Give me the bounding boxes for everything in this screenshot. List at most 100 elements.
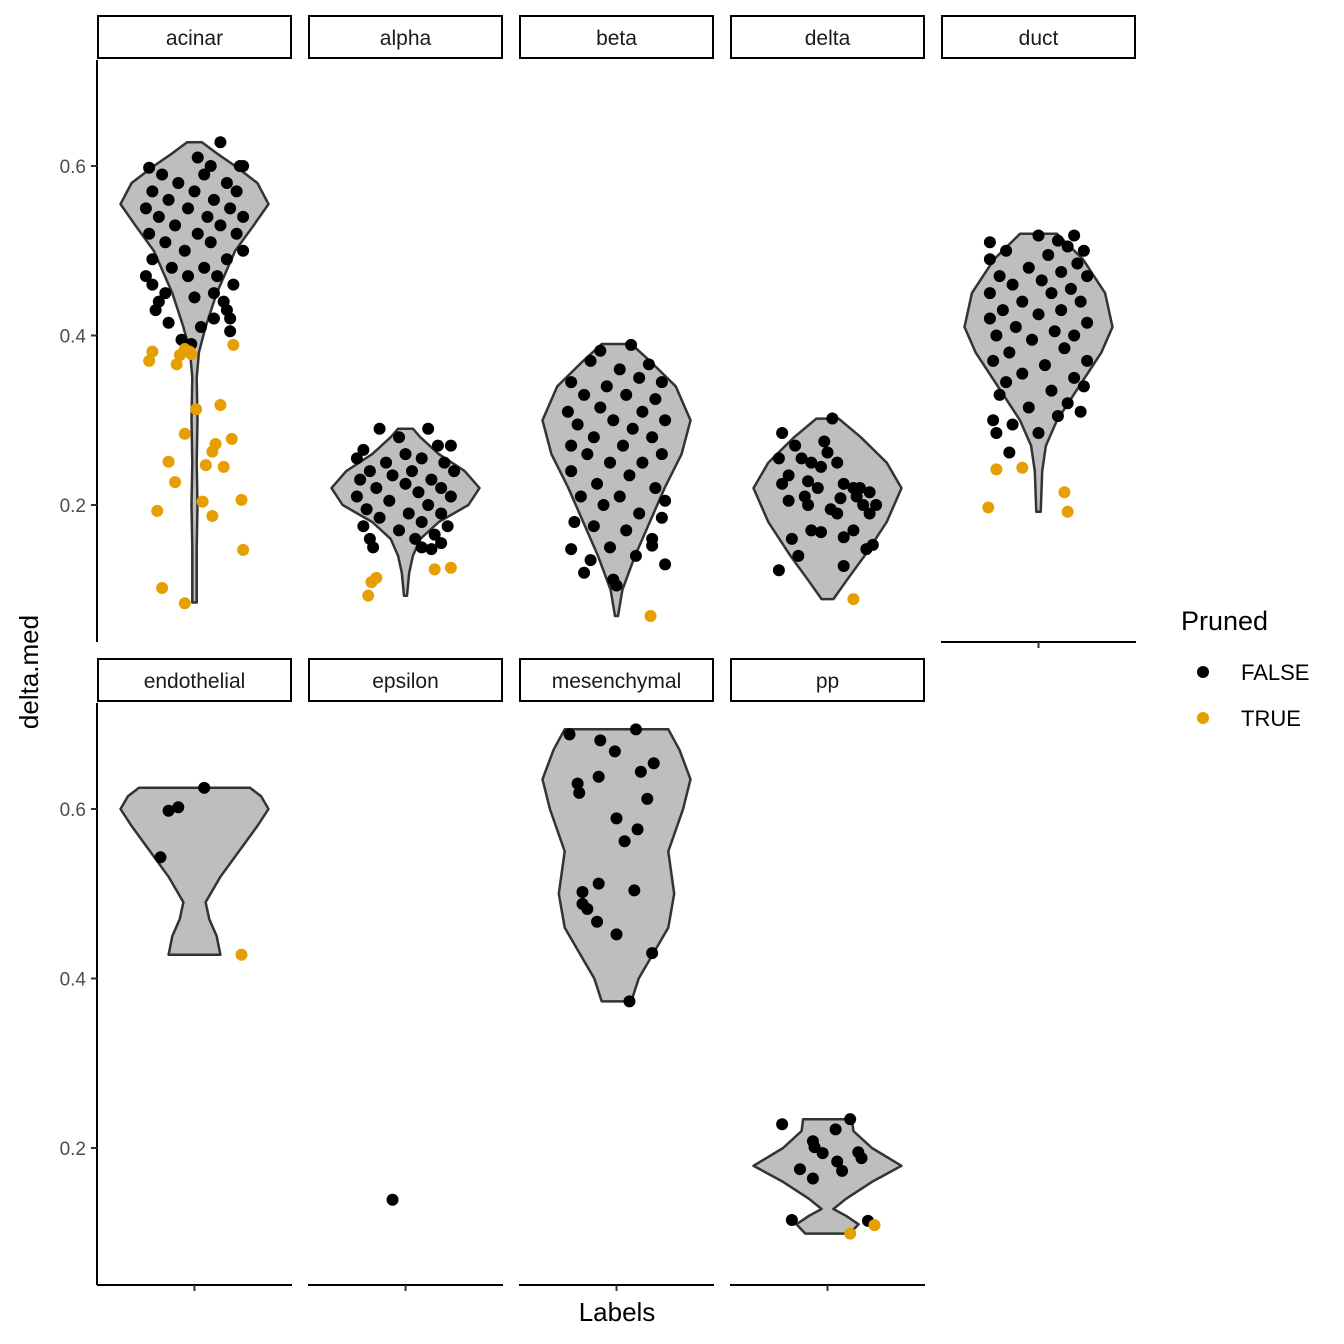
- facet-epsilon: epsilon: [308, 658, 503, 1291]
- point-false: [178, 244, 191, 257]
- point-false: [431, 439, 444, 452]
- point-false: [837, 477, 850, 490]
- point-true: [151, 504, 164, 517]
- point-false: [393, 431, 406, 444]
- point-false: [1064, 282, 1077, 295]
- point-true: [227, 338, 240, 351]
- point-false: [581, 903, 594, 916]
- point-false: [625, 338, 638, 351]
- point-false: [1022, 401, 1035, 414]
- point-false: [831, 507, 844, 520]
- point-false: [1077, 380, 1090, 393]
- point-false: [435, 482, 448, 495]
- point-false: [565, 543, 578, 556]
- point-false: [441, 520, 454, 533]
- point-false: [350, 490, 363, 503]
- point-true: [1058, 486, 1071, 499]
- facet-beta: beta: [519, 15, 714, 623]
- point-false: [360, 503, 373, 516]
- point-false: [578, 388, 591, 401]
- point-false: [782, 494, 795, 507]
- point-false: [444, 490, 457, 503]
- point-false: [1061, 240, 1074, 253]
- point-false: [604, 456, 617, 469]
- point-false: [146, 253, 159, 266]
- point-false: [211, 270, 224, 283]
- point-false: [591, 915, 604, 928]
- point-false: [844, 1113, 857, 1126]
- point-false: [237, 210, 250, 223]
- point-false: [568, 515, 581, 528]
- point-false: [805, 524, 818, 537]
- point-false: [230, 185, 243, 198]
- point-false: [169, 219, 182, 232]
- point-false: [655, 511, 668, 524]
- point-false: [863, 507, 876, 520]
- point-false: [831, 1155, 844, 1168]
- point-false: [578, 566, 591, 579]
- point-false: [230, 227, 243, 240]
- point-false: [1081, 270, 1094, 283]
- point-false: [565, 376, 578, 389]
- point-false: [399, 448, 412, 461]
- point-false: [655, 448, 668, 461]
- point-true: [235, 948, 248, 961]
- point-false: [1074, 295, 1087, 308]
- point-false: [806, 1172, 819, 1185]
- point-false: [610, 812, 623, 825]
- point-false: [224, 312, 237, 325]
- point-false: [581, 448, 594, 461]
- point-false: [829, 1123, 842, 1136]
- point-false: [647, 757, 660, 770]
- point-false: [405, 465, 418, 478]
- point-false: [191, 227, 204, 240]
- point-false: [191, 151, 204, 164]
- facet-duct: duct: [941, 15, 1136, 648]
- point-false: [1045, 287, 1058, 300]
- point-false: [633, 371, 646, 384]
- point-false: [363, 465, 376, 478]
- point-false: [594, 401, 607, 414]
- point-true: [178, 597, 191, 610]
- point-false: [863, 486, 876, 499]
- point-false: [1055, 304, 1068, 317]
- point-false: [425, 473, 438, 486]
- point-false: [159, 236, 172, 249]
- point-true: [844, 1227, 857, 1240]
- point-false: [646, 539, 659, 552]
- point-false: [237, 160, 250, 172]
- point-false: [198, 781, 211, 794]
- point-false: [422, 422, 435, 435]
- point-false: [636, 456, 649, 469]
- facet-acinar: acinar: [97, 15, 292, 610]
- point-false: [776, 426, 789, 439]
- point-false: [574, 490, 587, 503]
- point-false: [438, 456, 451, 469]
- point-false: [983, 253, 996, 266]
- point-false: [613, 363, 626, 376]
- point-false: [1006, 418, 1019, 431]
- point-false: [1000, 376, 1013, 389]
- point-false: [1051, 234, 1064, 247]
- point-true: [982, 501, 995, 514]
- point-false: [1035, 274, 1048, 287]
- facet-endothelial: endothelial: [97, 658, 292, 1291]
- facet-strip-label: acinar: [166, 27, 223, 50]
- point-true: [225, 432, 238, 445]
- point-false: [412, 486, 425, 499]
- point-true: [990, 463, 1003, 476]
- point-false: [608, 745, 621, 758]
- y-tick-label: 0.6: [60, 157, 86, 178]
- point-true: [196, 495, 209, 508]
- facet-strip: [97, 658, 292, 702]
- point-false: [1003, 346, 1016, 359]
- point-false: [448, 465, 461, 478]
- point-false: [983, 312, 996, 325]
- point-false: [172, 801, 185, 814]
- point-false: [837, 531, 850, 544]
- point-false: [655, 376, 668, 389]
- point-false: [162, 193, 175, 206]
- facet-strip-label: epsilon: [372, 670, 439, 693]
- facet-strip-label: duct: [1019, 27, 1059, 50]
- point-false: [422, 499, 435, 511]
